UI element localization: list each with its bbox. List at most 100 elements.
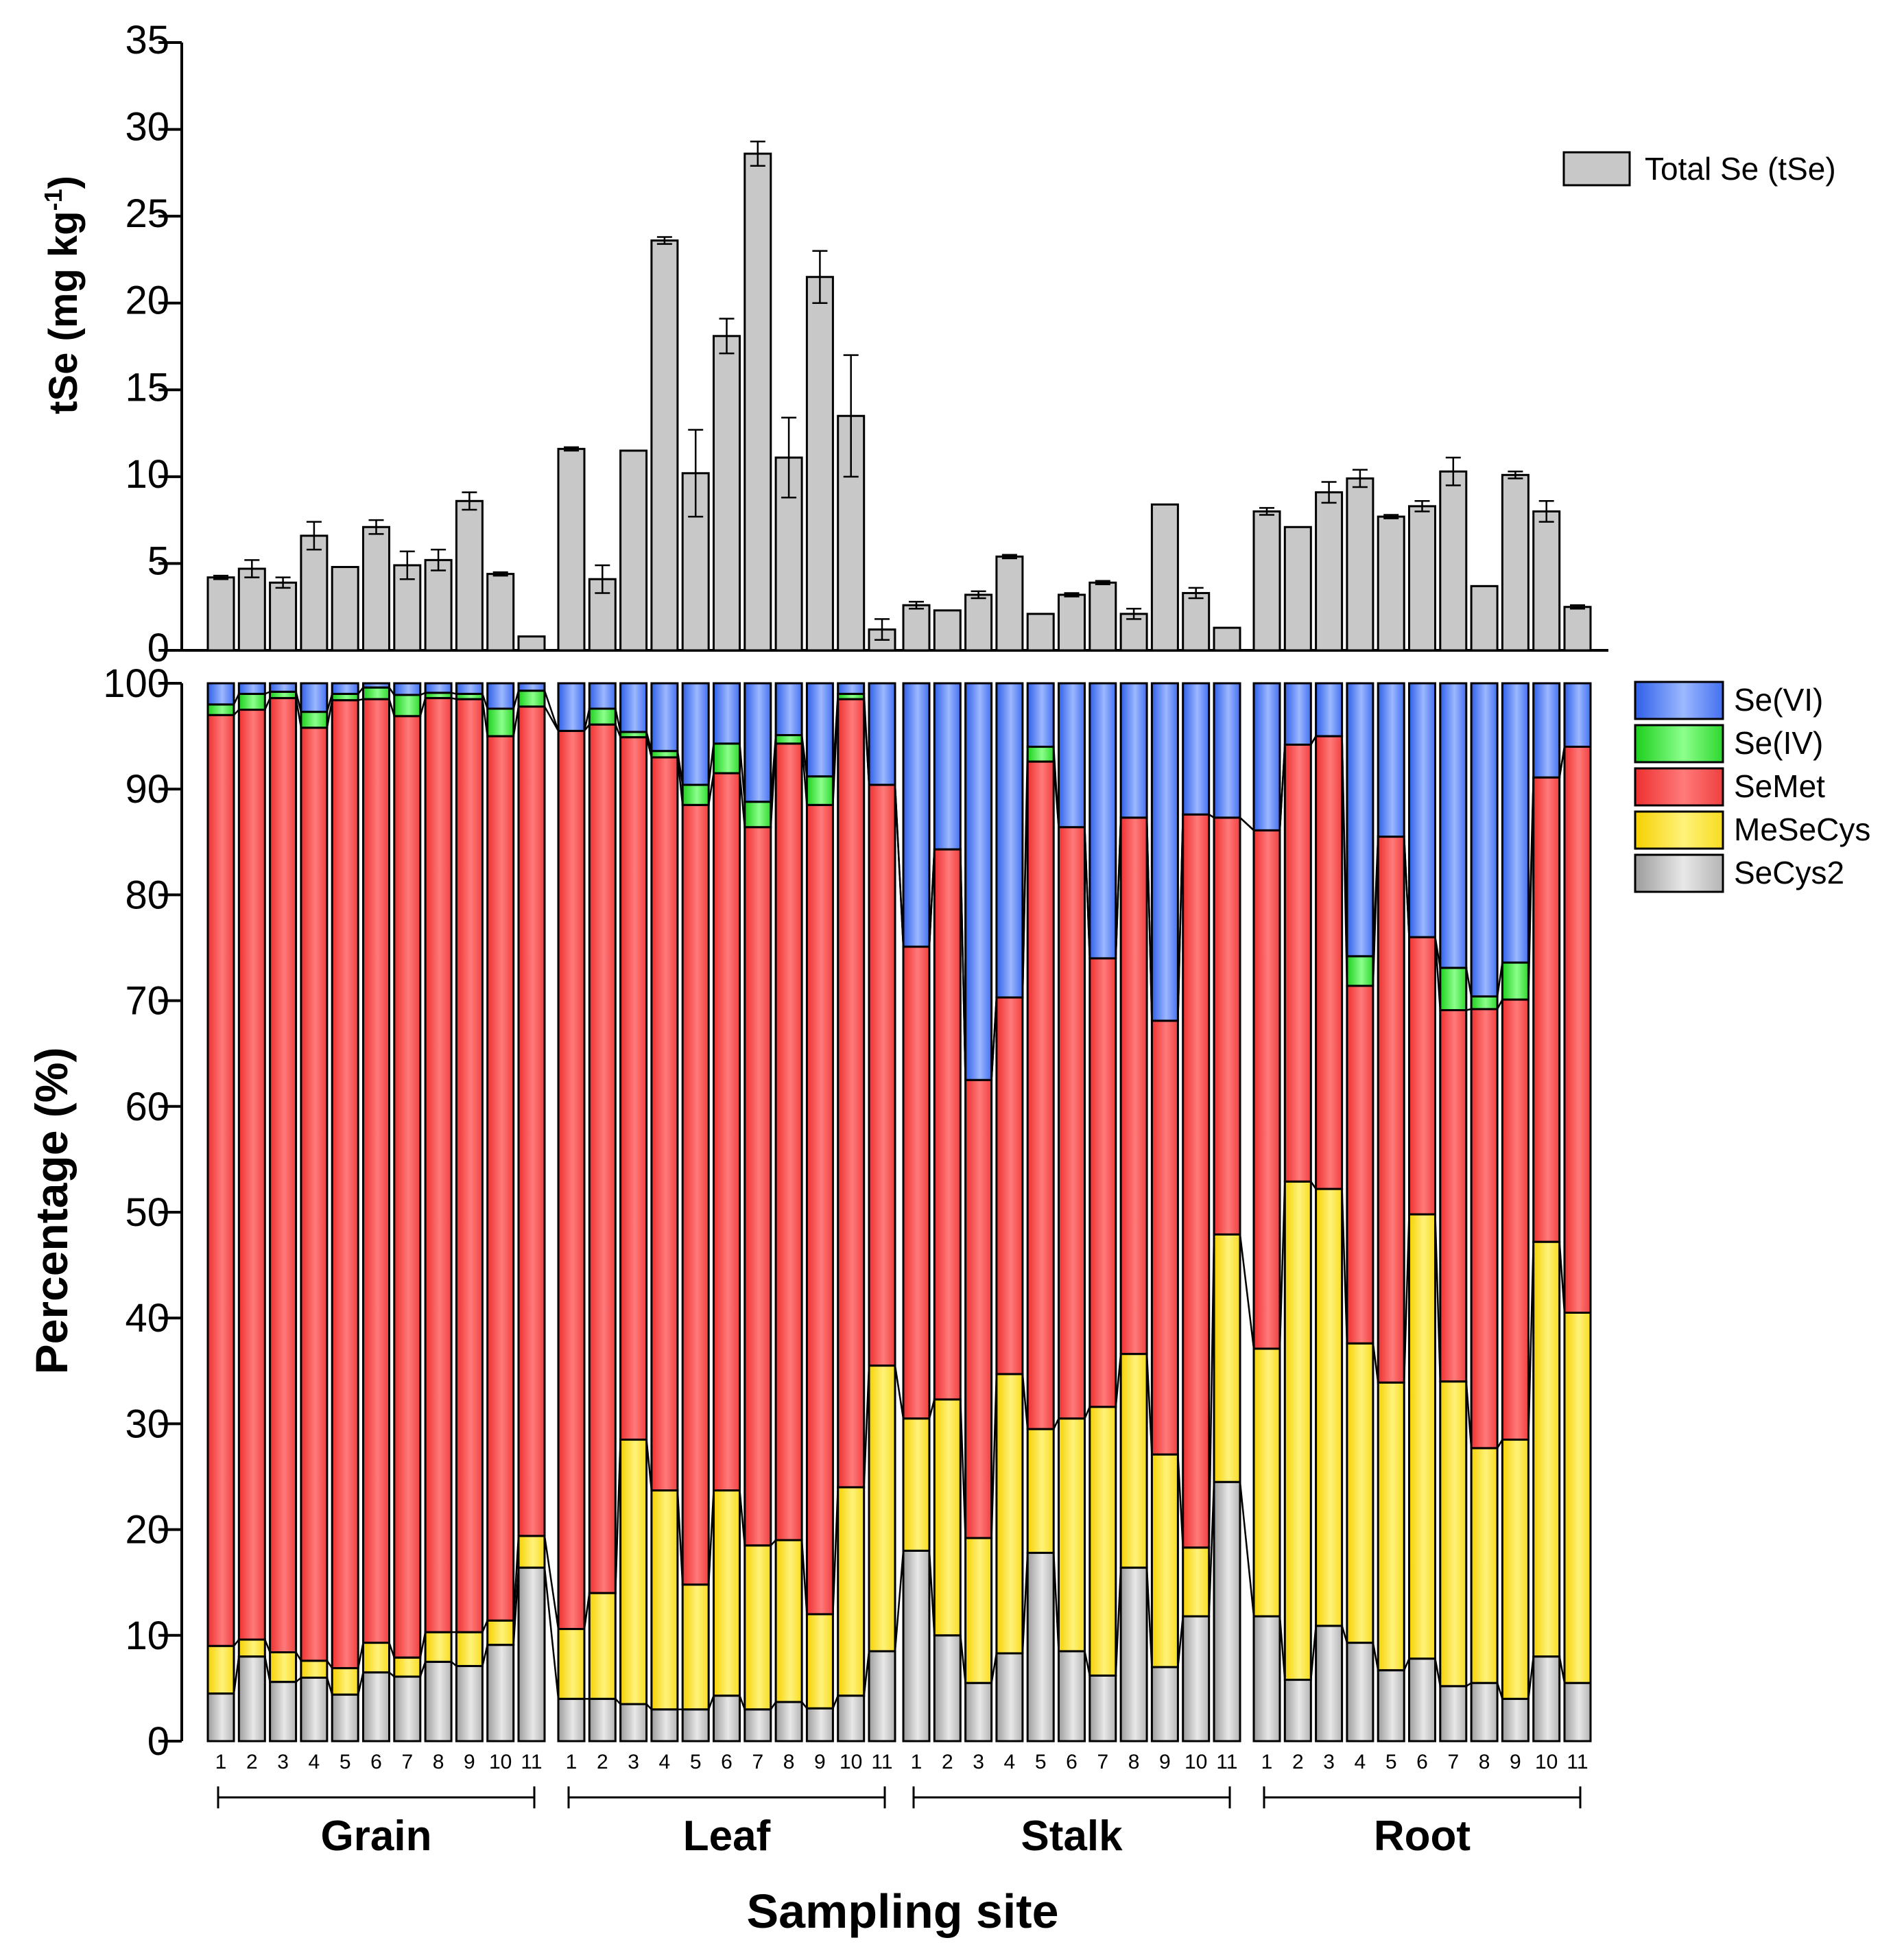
stack-segment-sevi bbox=[1439, 682, 1468, 969]
stack-segment-secys2 bbox=[206, 1692, 235, 1743]
stack-segment-secys2 bbox=[331, 1693, 359, 1743]
stack-segment-semet bbox=[300, 727, 329, 1662]
stack-segment-semet bbox=[681, 803, 710, 1586]
tse-bar bbox=[933, 609, 962, 652]
tse-y-tick-label: 20 bbox=[125, 279, 169, 323]
stack-segment-semet bbox=[237, 709, 266, 1641]
percentage-y-tick-label: 50 bbox=[125, 1190, 169, 1235]
stack-segment-sevi bbox=[1408, 682, 1436, 938]
stack-segment-secys2 bbox=[1119, 1566, 1148, 1743]
tse-legend: Total Se (tSe) bbox=[1562, 151, 1836, 187]
stack-segment-semet bbox=[1563, 746, 1592, 1314]
stack-segment-mesecys bbox=[1026, 1428, 1055, 1555]
tse-bars bbox=[206, 141, 1592, 652]
connector-line bbox=[208, 1480, 1591, 1710]
site-number-label: 4 bbox=[309, 1751, 320, 1773]
tse-bar bbox=[1182, 591, 1211, 652]
tse-y-tick-label: 25 bbox=[125, 191, 169, 236]
stack-segment-secys2 bbox=[964, 1681, 993, 1743]
stack-segment-mesecys bbox=[805, 1613, 834, 1710]
tse-bar bbox=[269, 581, 298, 652]
stack-segment-secys2 bbox=[1470, 1681, 1499, 1743]
tse-bar bbox=[902, 604, 931, 652]
tse-bar bbox=[331, 565, 359, 652]
site-number-label: 9 bbox=[464, 1751, 475, 1773]
group-label-leaf: Leaf bbox=[683, 1812, 771, 1860]
stack-segment-sevi bbox=[1501, 682, 1530, 964]
stack-segment-secys2 bbox=[1408, 1657, 1436, 1743]
stack-segment-secys2 bbox=[455, 1665, 484, 1743]
stack-segment-mesecys bbox=[1182, 1546, 1211, 1618]
percentage-y-tick-label: 0 bbox=[147, 1719, 169, 1764]
site-number-label: 11 bbox=[521, 1751, 542, 1773]
stack-segment-secys2 bbox=[237, 1655, 266, 1743]
tse-y-tick-label: 35 bbox=[125, 18, 169, 62]
legend-label-mesecys: MeSeCys bbox=[1734, 812, 1870, 847]
stack-segment-secys2 bbox=[517, 1566, 546, 1743]
stack-segment-seiv bbox=[300, 711, 329, 729]
stack-segment-semet bbox=[743, 826, 772, 1547]
stack-segment-seiv bbox=[1470, 995, 1499, 1011]
stack-segment-mesecys bbox=[774, 1539, 803, 1703]
stack-segment-secys2 bbox=[300, 1676, 329, 1743]
stack-segment-secys2 bbox=[902, 1549, 931, 1743]
stack-segment-semet bbox=[1088, 957, 1117, 1408]
stack-segment-semet bbox=[517, 705, 546, 1537]
stack-segment-mesecys bbox=[1470, 1447, 1499, 1684]
legend-swatch-secys2 bbox=[1634, 853, 1724, 893]
stack-segment-sevi bbox=[517, 682, 546, 692]
legend-swatch-seiv bbox=[1634, 724, 1724, 764]
stack-segment-mesecys bbox=[269, 1651, 298, 1684]
stack-segment-mesecys bbox=[1283, 1180, 1312, 1681]
tse-y-tick-label: 10 bbox=[125, 452, 169, 497]
stack-segment-secys2 bbox=[1377, 1669, 1405, 1743]
stack-segment-sevi bbox=[995, 682, 1024, 999]
stack-segment-mesecys bbox=[1501, 1439, 1530, 1700]
stack-segment-seiv bbox=[713, 742, 741, 775]
site-number-label: 9 bbox=[1159, 1751, 1171, 1773]
percentage-y-tick-label: 10 bbox=[125, 1614, 169, 1658]
stack-segment-semet bbox=[1213, 816, 1241, 1236]
stack-segment-semet bbox=[1377, 836, 1405, 1384]
stack-segment-sevi bbox=[455, 682, 484, 695]
tse-bar bbox=[1408, 505, 1436, 652]
stack-segment-mesecys bbox=[486, 1619, 515, 1646]
stack-segment-seiv bbox=[1346, 955, 1375, 987]
stack-segment-sevi bbox=[713, 682, 741, 745]
stack-segment-sevi bbox=[1182, 682, 1211, 816]
tse-bar bbox=[743, 152, 772, 652]
x-axis-label: Sampling site bbox=[746, 1885, 1058, 1938]
stack-segment-seiv bbox=[237, 692, 266, 711]
stack-segment-sevi bbox=[1213, 682, 1241, 819]
stack-segment-secys2 bbox=[713, 1694, 741, 1743]
tse-bar bbox=[1470, 584, 1499, 652]
stack-segment-sevi bbox=[1470, 682, 1499, 997]
site-number-label: 1 bbox=[1261, 1751, 1273, 1773]
site-number-label: 5 bbox=[1385, 1751, 1397, 1773]
stack-segment-secys2 bbox=[774, 1701, 803, 1743]
tse-y-axis-label: tSe (mg kg-1) bbox=[39, 176, 86, 414]
stack-segment-mesecys bbox=[331, 1667, 359, 1696]
percentage-y-tick-label: 90 bbox=[125, 767, 169, 812]
stack-segment-seiv bbox=[517, 689, 546, 708]
stack-segment-mesecys bbox=[1213, 1233, 1241, 1483]
stack-segment-seiv bbox=[588, 707, 617, 726]
tse-panel: tSe (mg kg-1) 0 5 10 15 20 25 30 35 Total Se (t… bbox=[39, 18, 1836, 670]
stack-segment-mesecys bbox=[1252, 1347, 1281, 1618]
site-number-label: 2 bbox=[597, 1751, 608, 1773]
site-number-label: 7 bbox=[752, 1751, 763, 1773]
stack-segment-mesecys bbox=[933, 1398, 962, 1637]
connector-line bbox=[208, 1181, 1591, 1669]
group-label-stalk: Stalk bbox=[1021, 1812, 1123, 1860]
stack-segment-semet bbox=[902, 945, 931, 1420]
stack-segment-semet bbox=[1408, 936, 1436, 1216]
stack-segment-mesecys bbox=[424, 1631, 453, 1663]
stack-segment-semet bbox=[774, 742, 803, 1542]
stack-segment-secys2 bbox=[393, 1675, 422, 1743]
tse-bar bbox=[995, 555, 1024, 652]
site-number-label: 7 bbox=[401, 1751, 413, 1773]
percentage-y-tick-label: 70 bbox=[125, 979, 169, 1024]
stack-segment-mesecys bbox=[300, 1659, 329, 1679]
stack-segment-mesecys bbox=[362, 1642, 390, 1674]
